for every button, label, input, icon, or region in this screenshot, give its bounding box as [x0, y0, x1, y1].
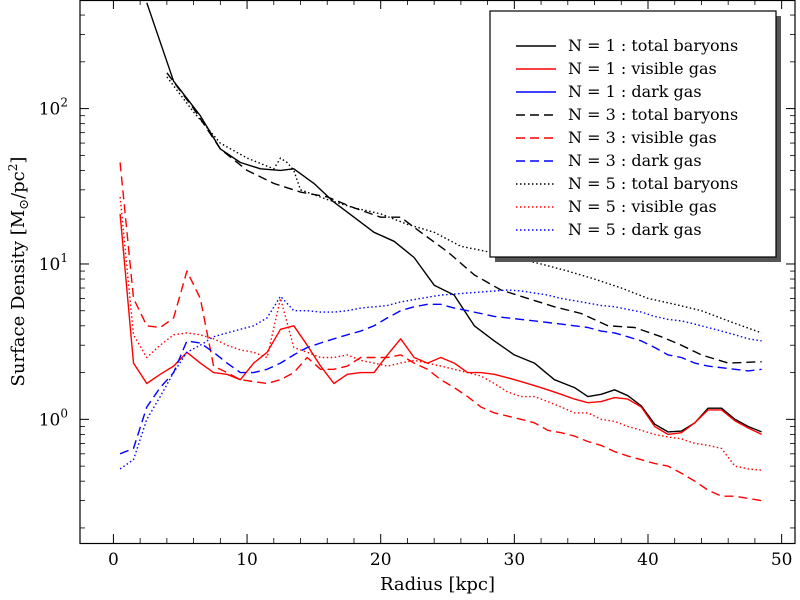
legend-label: N = 5 : total baryons	[568, 174, 738, 193]
y-tick-label: 101	[39, 251, 68, 275]
y-tick-label: 100	[39, 406, 68, 430]
x-axis-label: Radius [kpc]	[380, 574, 495, 595]
series-line-0	[146, 2, 762, 433]
series-layer	[119, 2, 762, 502]
legend-label: N = 3 : dark gas	[568, 151, 702, 170]
y-tick-label: 102	[39, 96, 68, 120]
legend-label: N = 3 : visible gas	[568, 128, 717, 147]
series-line-1	[119, 213, 762, 436]
series-line-4	[119, 162, 762, 502]
y-axis-label-superscript: 2	[6, 164, 20, 172]
x-tick-label: 40	[637, 550, 659, 570]
x-tick-label: 10	[236, 550, 258, 570]
y-axis-label-unit: /pc	[8, 171, 29, 199]
legend-label: N = 5 : dark gas	[568, 220, 702, 239]
series-line-5	[119, 303, 762, 455]
x-tick-label: 20	[370, 550, 392, 570]
x-tick-label: 50	[771, 550, 793, 570]
series-line-7	[119, 196, 762, 471]
legend-label: N = 1 : dark gas	[568, 82, 702, 101]
series-line-6	[166, 76, 762, 334]
plot-frame	[79, 0, 796, 545]
y-axis-label-sun-symbol: ⊙	[17, 199, 32, 210]
series-line-8	[119, 289, 762, 470]
legend-label: N = 1 : total baryons	[568, 36, 738, 55]
x-tick-label: 0	[108, 550, 119, 570]
legend-label: N = 3 : total baryons	[568, 105, 738, 124]
y-axis-label: Surface Density [M⊙/pc2]	[6, 157, 32, 387]
legend: N = 1 : total baryons N = 1 : visible gas…	[489, 10, 781, 262]
legend-box	[489, 10, 777, 258]
legend-label: N = 5 : visible gas	[568, 197, 717, 216]
tick-layer: 0 10 20 30 40 50 100 101 102	[39, 0, 795, 570]
series-line-3	[166, 72, 762, 364]
y-axis-label-main: Surface Density [M	[8, 210, 29, 387]
x-tick-label: 30	[504, 550, 526, 570]
y-axis-label-close: ]	[8, 157, 29, 164]
legend-label: N = 1 : visible gas	[568, 59, 717, 78]
